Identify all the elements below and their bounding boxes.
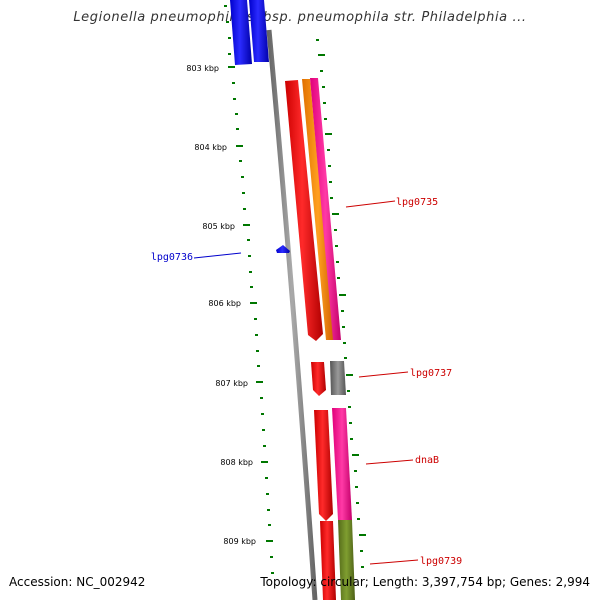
feature-lpg0739 bbox=[320, 521, 336, 600]
gene-label-lpg0735[interactable]: lpg0735 bbox=[396, 197, 438, 208]
topology-text: Topology: circular; Length: 3,397,754 bp… bbox=[260, 575, 590, 589]
leader-line-lpg0737 bbox=[358, 371, 409, 378]
feature-lpg0736 bbox=[276, 245, 290, 253]
leader-line-lpg0736 bbox=[193, 252, 242, 259]
tick-label-807: 807 kbp bbox=[215, 379, 248, 388]
feature-orange bbox=[302, 79, 334, 340]
feature-blue-2 bbox=[249, 0, 269, 62]
tick-label-805: 805 kbp bbox=[202, 222, 235, 231]
tick-label-804: 804 kbp bbox=[194, 143, 227, 152]
tick-label-809: 809 kbp bbox=[223, 537, 256, 546]
feature-dnab bbox=[314, 410, 333, 521]
gene-label-lpg0737[interactable]: lpg0737 bbox=[410, 368, 452, 379]
scale-tick-marks-left bbox=[224, 5, 274, 574]
feature-lpg0735 bbox=[285, 80, 323, 341]
feature-pink-1 bbox=[310, 78, 341, 340]
genome-backbone bbox=[266, 29, 318, 600]
gene-label-lpg0736[interactable]: lpg0736 bbox=[151, 252, 193, 263]
accession-text: Accession: NC_002942 bbox=[9, 575, 146, 589]
leader-line-lpg0739 bbox=[369, 559, 419, 565]
feature-blue-1 bbox=[230, 0, 252, 65]
feature-lpg0737 bbox=[311, 362, 326, 396]
tick-label-808: 808 kbp bbox=[220, 458, 253, 467]
scale-tick-marks-right bbox=[316, 39, 366, 568]
feature-pink-2 bbox=[332, 408, 352, 520]
gene-label-lpg0739[interactable]: lpg0739 bbox=[420, 556, 462, 567]
genome-title: Legionella pneumophila subsp. pneumophil… bbox=[73, 10, 527, 25]
tick-label-803: 803 kbp bbox=[186, 64, 219, 73]
feature-gray bbox=[330, 361, 346, 395]
feature-olive bbox=[338, 520, 355, 600]
tick-label-806: 806 kbp bbox=[208, 299, 241, 308]
gene-label-dnab[interactable]: dnaB bbox=[415, 455, 439, 466]
leader-line-dnab bbox=[365, 459, 414, 465]
leader-line-lpg0735 bbox=[345, 200, 396, 208]
